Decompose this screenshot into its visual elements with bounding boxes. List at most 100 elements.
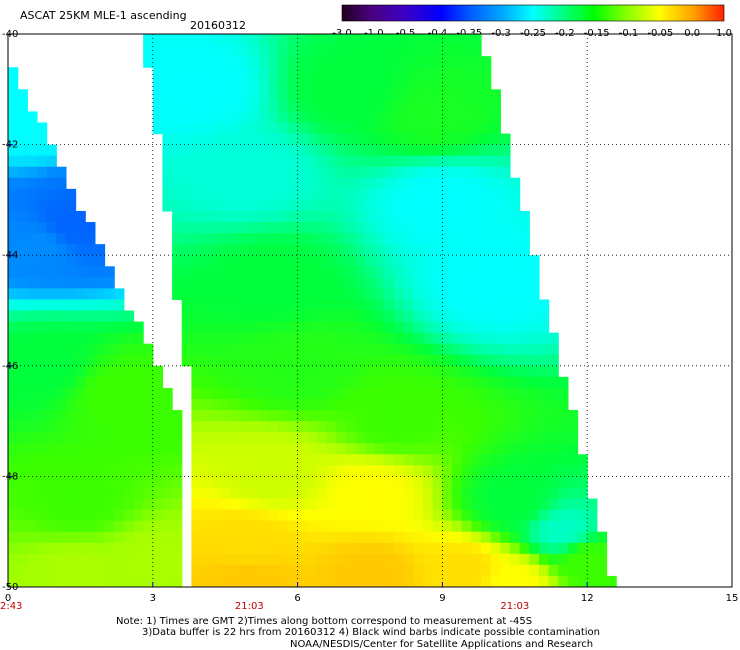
data-cell: [519, 210, 530, 223]
data-cell: [307, 299, 318, 312]
data-cell: [143, 343, 154, 356]
data-cell: [548, 465, 559, 477]
data-cell: [345, 332, 357, 345]
data-cell: [481, 476, 492, 489]
data-cell: [287, 454, 299, 466]
data-cell: [133, 432, 144, 444]
data-cell: [336, 376, 347, 389]
data-cell: [220, 133, 231, 146]
data-cell: [481, 542, 492, 555]
data-cell: [432, 387, 443, 400]
data-cell: [365, 476, 376, 489]
data-cell: [403, 67, 415, 79]
data-cell: [258, 476, 270, 489]
data-cell: [220, 111, 231, 124]
data-cell: [394, 465, 405, 477]
data-cell: [268, 233, 279, 245]
data-cell: [452, 531, 463, 544]
data-cell: [413, 100, 424, 113]
data-cell: [413, 476, 424, 489]
data-cell: [567, 520, 579, 533]
data-cell: [326, 310, 337, 323]
data-cell: [94, 553, 106, 566]
data-cell: [307, 398, 318, 411]
data-cell: [345, 89, 357, 101]
data-cell: [374, 332, 386, 345]
data-cell: [287, 520, 299, 533]
data-cell: [423, 56, 434, 68]
data-cell: [104, 421, 115, 433]
data-cell: [442, 78, 453, 90]
data-cell: [75, 398, 86, 411]
data-cell: [104, 476, 115, 489]
data-cell: [85, 365, 96, 378]
data-cell: [249, 454, 260, 466]
data-cell: [268, 354, 279, 367]
data-cell: [104, 432, 115, 444]
data-cell: [577, 454, 588, 466]
data-cell: [355, 343, 366, 356]
data-cell: [355, 133, 366, 146]
data-cell: [490, 476, 501, 489]
data-cell: [201, 487, 212, 500]
data-cell: [85, 321, 96, 334]
data-cell: [316, 465, 328, 477]
data-cell: [230, 531, 241, 544]
data-cell: [403, 398, 415, 411]
data-cell: [326, 509, 337, 522]
data-cell: [442, 155, 453, 168]
data-cell: [374, 144, 386, 157]
data-cell: [529, 443, 540, 455]
data-cell: [423, 133, 434, 146]
data-cell: [220, 531, 231, 544]
data-cell: [336, 421, 347, 433]
data-cell: [509, 520, 521, 533]
data-cell: [538, 343, 550, 356]
data-cell: [162, 553, 173, 566]
data-cell: [210, 398, 221, 411]
data-cell: [481, 233, 492, 245]
data-cell: [326, 398, 337, 411]
data-cell: [481, 432, 492, 444]
data-cell: [75, 277, 86, 289]
data-cell: [201, 188, 212, 201]
data-cell: [336, 520, 347, 533]
data-cell: [172, 144, 183, 157]
data-cell: [133, 365, 144, 378]
data-cell: [297, 144, 308, 157]
data-cell: [326, 421, 337, 433]
data-cell: [413, 222, 424, 234]
data-cell: [201, 144, 212, 157]
data-cell: [432, 67, 443, 79]
data-cell: [384, 454, 395, 466]
data-cell: [326, 188, 337, 201]
data-cell: [452, 89, 463, 101]
data-cell: [403, 432, 415, 444]
data-cell: [56, 288, 67, 301]
data-cell: [519, 288, 530, 301]
data-cell: [143, 509, 154, 522]
data-cell: [316, 432, 328, 444]
data-cell: [46, 542, 57, 555]
data-cell: [287, 177, 299, 190]
data-cell: [442, 410, 453, 422]
data-cell: [8, 188, 19, 201]
data-cell: [85, 222, 96, 234]
data-cell: [442, 343, 453, 356]
data-cell: [94, 520, 106, 533]
data-cell: [133, 509, 144, 522]
data-cell: [297, 542, 308, 555]
data-cell: [509, 310, 521, 323]
data-cell: [278, 509, 289, 522]
data-cell: [519, 365, 530, 378]
note-line-2: 3)Data buffer is 22 hrs from 20160312 4)…: [142, 627, 600, 638]
data-cell: [46, 288, 57, 301]
data-cell: [17, 210, 28, 223]
data-cell: [567, 553, 579, 566]
data-cell: [316, 575, 328, 587]
data-cell: [287, 432, 299, 444]
data-cell: [210, 476, 221, 489]
data-cell: [384, 56, 395, 68]
data-cell: [548, 421, 559, 433]
data-cell: [36, 376, 48, 389]
